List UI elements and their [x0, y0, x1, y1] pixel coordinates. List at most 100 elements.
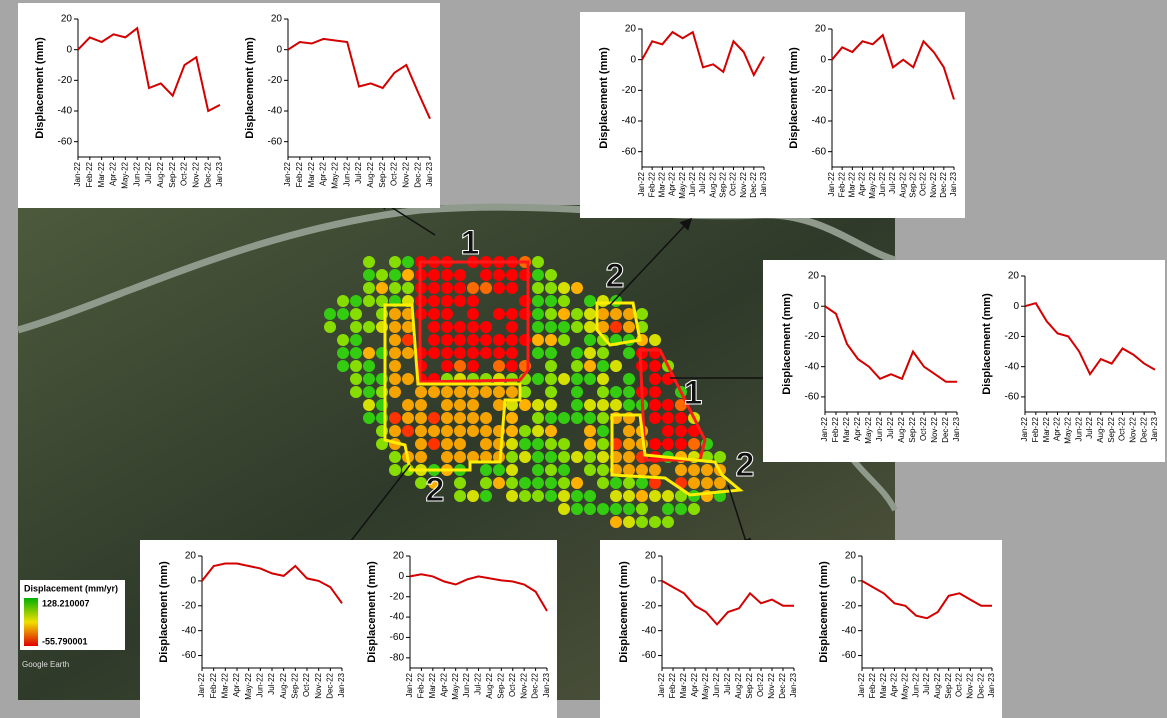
x-tick-label: Jan-23	[542, 672, 551, 697]
point	[454, 269, 466, 281]
point	[597, 438, 609, 450]
x-tick-label: Jul-22	[723, 672, 732, 694]
y-tick-label: 0	[820, 54, 826, 65]
point	[662, 399, 674, 411]
point	[337, 308, 349, 320]
point	[532, 464, 544, 476]
y-tick-label: 20	[185, 551, 197, 562]
point	[545, 360, 557, 372]
point	[649, 438, 661, 450]
point	[545, 386, 557, 398]
attribution: Google Earth	[22, 660, 69, 669]
point	[649, 490, 661, 502]
y-tick-label: -60	[182, 650, 197, 661]
x-tick-label: May-22	[330, 161, 339, 188]
point	[636, 308, 648, 320]
point	[558, 308, 570, 320]
zone-label: 1	[684, 374, 703, 412]
legend-title: Displacement (mm/yr)	[24, 583, 118, 593]
point	[675, 425, 687, 437]
point	[571, 386, 583, 398]
point	[597, 425, 609, 437]
y-tick-label: -20	[805, 331, 820, 342]
point	[376, 282, 388, 294]
y-tick-label: -40	[805, 361, 820, 372]
x-tick-label: Jun-22	[462, 672, 471, 697]
point	[610, 399, 622, 411]
point	[610, 386, 622, 398]
y-tick-label: 20	[625, 24, 637, 35]
x-tick-label: Jan-22	[405, 672, 414, 697]
x-tick-label: Nov-22	[401, 161, 410, 187]
point	[584, 490, 596, 502]
point	[454, 399, 466, 411]
point	[454, 321, 466, 333]
point	[623, 386, 635, 398]
point	[571, 360, 583, 372]
point	[428, 347, 440, 359]
y-tick-label: -20	[268, 75, 283, 86]
point	[480, 464, 492, 476]
x-tick-label: Feb-22	[1031, 416, 1040, 442]
point	[623, 425, 635, 437]
point	[649, 464, 661, 476]
x-tick-label: Dec-22	[941, 416, 950, 442]
point	[480, 412, 492, 424]
x-tick-label: Jan-22	[827, 171, 836, 196]
legend-ramp	[24, 598, 38, 646]
point	[545, 308, 557, 320]
point	[454, 295, 466, 307]
point	[610, 295, 622, 307]
y-tick-label: -20	[1005, 331, 1020, 342]
point	[584, 360, 596, 372]
point	[480, 321, 492, 333]
x-tick-label: Sep-22	[944, 672, 953, 698]
point	[545, 477, 557, 489]
point	[662, 438, 674, 450]
x-tick-label: Nov-22	[929, 171, 938, 197]
point	[480, 438, 492, 450]
point	[402, 256, 414, 268]
x-tick-label: Apr-22	[853, 416, 862, 441]
point	[597, 412, 609, 424]
point	[428, 412, 440, 424]
point	[584, 503, 596, 515]
point	[363, 399, 375, 411]
y-tick-label: -40	[812, 116, 827, 127]
point	[623, 347, 635, 359]
x-tick-label: Apr-22	[319, 161, 328, 186]
point	[545, 412, 557, 424]
y-tick-label: -20	[182, 600, 197, 611]
point	[584, 321, 596, 333]
x-tick-label: Dec-22	[413, 161, 422, 187]
point	[441, 295, 453, 307]
point	[623, 438, 635, 450]
x-tick-label: Jul-22	[474, 672, 483, 694]
y-tick-label: 20	[815, 24, 827, 35]
point	[454, 386, 466, 398]
point	[506, 282, 518, 294]
point	[571, 451, 583, 463]
y-tick-label: -20	[842, 600, 857, 611]
y-tick-label: -20	[622, 85, 637, 96]
x-tick-label: Jan-22	[197, 672, 206, 697]
point	[545, 373, 557, 385]
x-tick-label: Sep-22	[378, 161, 387, 187]
point	[610, 516, 622, 528]
y-tick-label: -40	[1005, 361, 1020, 372]
x-tick-label: Feb-22	[85, 161, 94, 187]
x-tick-label: Jan-22	[657, 672, 666, 697]
point	[454, 347, 466, 359]
x-tick-label: Jan-22	[73, 161, 82, 186]
x-tick-label: Sep-22	[718, 171, 727, 197]
point	[532, 321, 544, 333]
point	[506, 347, 518, 359]
point	[558, 464, 570, 476]
point	[688, 503, 700, 515]
point	[532, 269, 544, 281]
x-tick-label: Aug-22	[708, 171, 717, 197]
point	[662, 516, 674, 528]
x-tick-label: Nov-22	[930, 416, 939, 442]
point	[532, 295, 544, 307]
x-tick-label: Dec-22	[749, 171, 758, 197]
